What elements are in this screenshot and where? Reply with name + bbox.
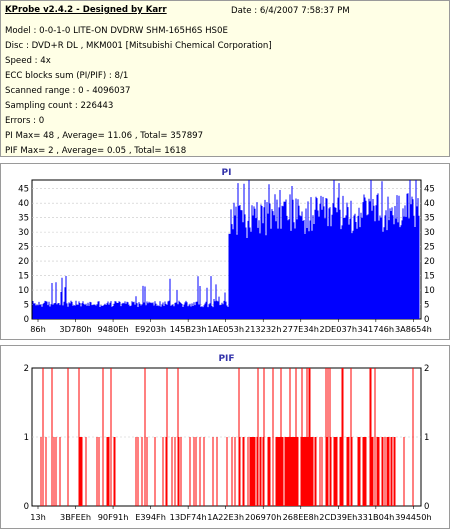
y-tick-label-left: 45 xyxy=(18,185,29,195)
y-tick-label-right: 40 xyxy=(424,199,435,209)
y-tick-label-left: 25 xyxy=(18,243,29,253)
app-title: KProbe v2.4.2 - Designed by Karr xyxy=(5,5,167,15)
x-tick-label: 9480Eh xyxy=(97,324,128,334)
pif-bars xyxy=(40,368,414,506)
x-tick-label: 3A8654h xyxy=(395,324,432,334)
x-tick-label: 13h xyxy=(30,512,46,522)
y-tick-label-right: 0 xyxy=(424,315,429,325)
x-tick-label: E9203h xyxy=(135,324,166,334)
x-tick-label: 2CD39Eh xyxy=(319,512,357,522)
y-tick-label-right: 20 xyxy=(424,257,435,267)
pi-chart-panel: PI 0 0 5 5 10 10 15 15 20 20 25 25 30 30 35 35 40 40 45 45 86… xyxy=(0,163,450,340)
info-model: Model : 0-0-1-0 LITE-ON DVDRW SHM-165H6S… xyxy=(5,26,228,36)
x-tick-label: 1AE053h xyxy=(207,324,244,334)
x-tick-label: 1A22E3h xyxy=(207,512,244,522)
x-tick-label: E394Fh xyxy=(135,512,166,522)
y-tick-label-right: 45 xyxy=(424,185,435,195)
scan-date: Date : 6/4/2007 7:58:37 PM xyxy=(231,6,350,16)
info-pif-summary: PIF Max= 2 , Average= 0.05 , Total= 1618 xyxy=(5,146,187,156)
info-pi-summary: PI Max= 48 , Average= 11.06 , Total= 357… xyxy=(5,131,204,141)
y-tick-label-left: 5 xyxy=(24,301,29,311)
y-tick-label-right: 35 xyxy=(424,214,435,224)
y-tick-label-right: 25 xyxy=(424,243,435,253)
pif-chart-panel: PIF 0 0 1 1 2 2 13h 3BFEEh 90F91h E394Fh 13DF74h 1A2… xyxy=(0,345,450,529)
info-ecc: ECC blocks sum (PI/PIF) : 8/1 xyxy=(5,71,129,81)
y-tick-label-right: 5 xyxy=(424,301,429,311)
x-tick-label: 394450h xyxy=(395,512,431,522)
x-tick-label: 90F91h xyxy=(98,512,129,522)
y-tick-label-left: 20 xyxy=(18,257,29,267)
pif-chart: PIF 0 0 1 1 2 2 13h 3BFEEh 90F91h E394Fh 13DF74h 1A2… xyxy=(24,354,432,522)
x-tick-label: 13DF74h xyxy=(170,512,207,522)
pi-baseline-band xyxy=(33,310,230,319)
info-panel: KProbe v2.4.2 - Designed by Karr Date : … xyxy=(0,0,450,157)
x-tick-label: 86h xyxy=(30,324,46,334)
x-tick-label: 331B04h xyxy=(357,512,394,522)
y-tick-label-right: 1 xyxy=(424,433,429,443)
x-tick-label: 2DE037h xyxy=(320,324,358,334)
y-tick-label-right: 0 xyxy=(424,502,429,512)
y-tick-label-left: 35 xyxy=(18,214,29,224)
y-tick-label-right: 15 xyxy=(424,272,435,282)
y-tick-label-left: 2 xyxy=(24,364,29,374)
info-sampling: Sampling count : 226443 xyxy=(5,101,114,111)
x-tick-label: 213232h xyxy=(245,324,281,334)
y-tick-label-left: 0 xyxy=(24,315,29,325)
x-tick-label: 3BFEEh xyxy=(60,512,91,522)
y-tick-label-left: 30 xyxy=(18,228,29,238)
y-tick-label-left: 40 xyxy=(18,199,29,209)
y-tick-label-left: 10 xyxy=(18,286,29,296)
pi-chart: PI 0 0 5 5 10 10 15 15 20 20 25 25 30 30 35 35 40 40 45 45 86… xyxy=(18,168,435,334)
x-tick-label: 341746h xyxy=(358,324,394,334)
x-tick-label: 277E34h xyxy=(283,324,319,334)
x-tick-label: 268EE8h xyxy=(283,512,319,522)
y-tick-label-left: 0 xyxy=(24,502,29,512)
x-tick-label: 3D780h xyxy=(59,324,91,334)
y-tick-label-left: 1 xyxy=(24,433,29,443)
x-tick-label: 206970h xyxy=(245,512,281,522)
info-disc: Disc : DVD+R DL , MKM001 [Mitsubishi Che… xyxy=(5,41,272,51)
info-errors: Errors : 0 xyxy=(5,116,45,126)
x-tick-label: 145B23h xyxy=(170,324,207,334)
y-tick-label-left: 15 xyxy=(18,272,29,282)
chart-title: PI xyxy=(222,168,232,178)
y-tick-label-right: 2 xyxy=(424,364,429,374)
info-range: Scanned range : 0 - 4096037 xyxy=(5,86,131,96)
y-tick-label-right: 30 xyxy=(424,228,435,238)
info-speed: Speed : 4x xyxy=(5,56,51,66)
y-tick-label-right: 10 xyxy=(424,286,435,296)
chart-title: PIF xyxy=(218,354,234,364)
